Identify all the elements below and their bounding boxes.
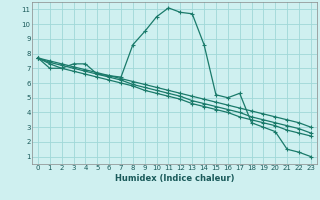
X-axis label: Humidex (Indice chaleur): Humidex (Indice chaleur) <box>115 174 234 183</box>
